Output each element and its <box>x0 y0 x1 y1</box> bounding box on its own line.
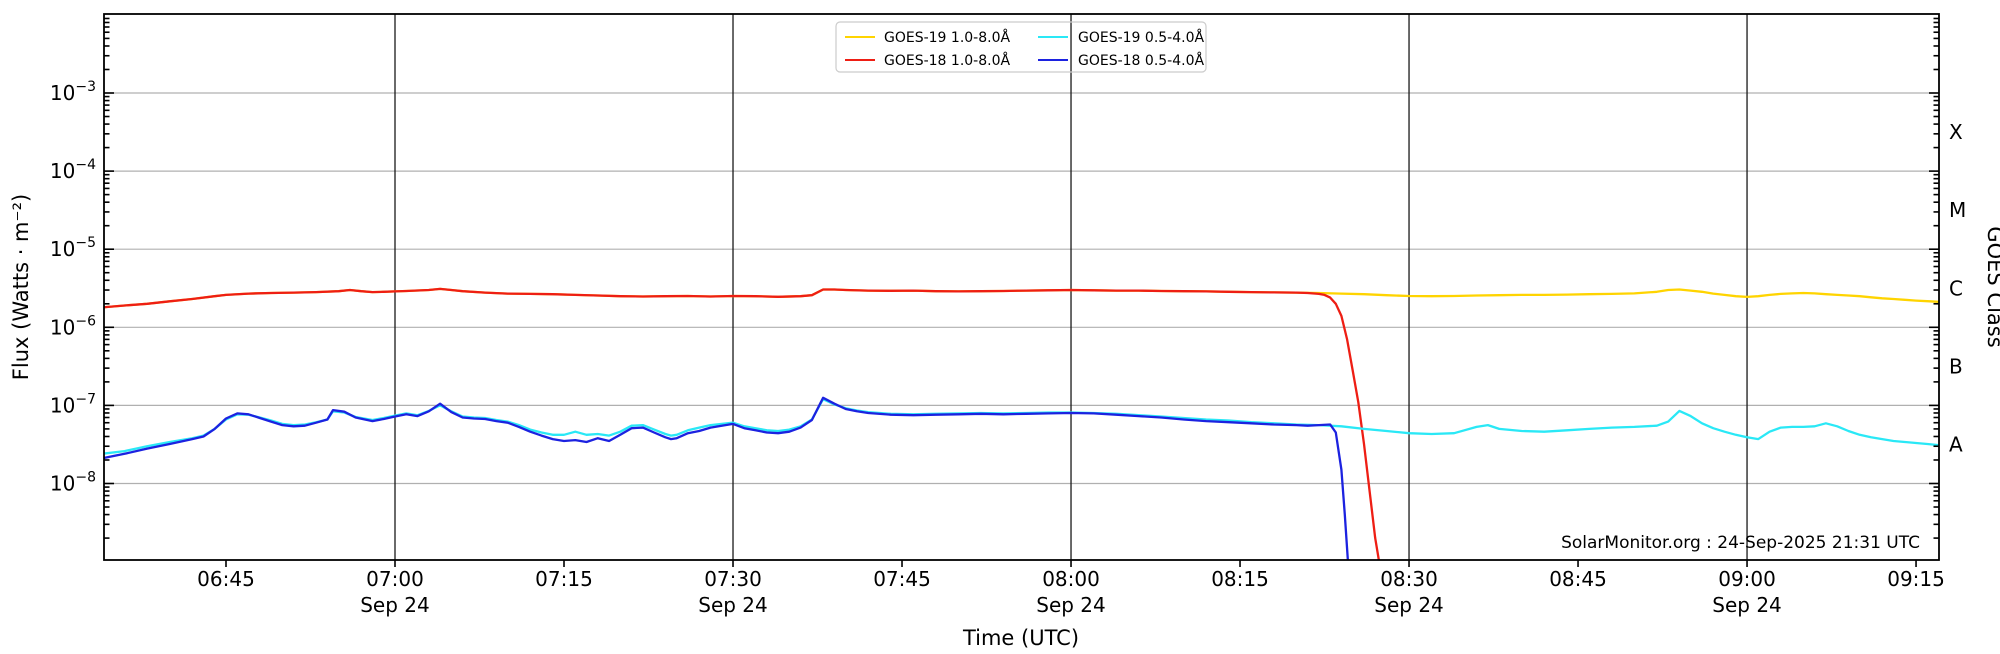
x-axis-title: Time (UTC) <box>962 626 1079 650</box>
legend: GOES-19 1.0-8.0Å GOES-18 1.0-8.0Å GOES-1… <box>835 21 1207 73</box>
y-tick-label: 10−5 <box>50 235 96 261</box>
legend-item-goes18-long: GOES-18 1.0-8.0Å <box>845 52 1010 69</box>
x-tick-label: 06:45 <box>197 567 255 591</box>
date-gridlines <box>394 14 1748 560</box>
x-tick-label: 08:00 <box>1042 567 1100 591</box>
plot-frame <box>103 13 1940 561</box>
goes-class-label: A <box>1949 432 1963 456</box>
goes-class-label: X <box>1949 120 1963 144</box>
legend-label-goes18-short: GOES-18 0.5-4.0Å <box>1078 52 1204 69</box>
x-tick-label: 07:00 <box>366 567 424 591</box>
y-tick-label: 10−8 <box>50 470 96 496</box>
series-line <box>104 396 1350 560</box>
legend-item-goes19-short: GOES-19 0.5-4.0Å <box>1038 29 1204 46</box>
y-tick-label: 10−7 <box>50 391 96 417</box>
goes-class-label: C <box>1949 276 1963 300</box>
x-tick-label: 08:15 <box>1211 567 1269 591</box>
series-line <box>104 287 1381 560</box>
x-date-label: Sep 24 <box>360 593 430 617</box>
x-date-label: Sep 24 <box>1374 593 1444 617</box>
y-tick-label: 10−6 <box>50 313 96 339</box>
legend-label-goes19-long: GOES-19 1.0-8.0Å <box>884 29 1010 46</box>
series-line <box>104 398 1939 455</box>
x-tick-label: 07:15 <box>535 567 593 591</box>
gridlines <box>104 92 1939 485</box>
flux-series-lines <box>104 287 1939 560</box>
watermark-text: SolarMonitor.org : 24-Sep-2025 21:31 UTC <box>1561 533 1920 553</box>
y-axis-title: Flux (Watts · m⁻²) <box>9 194 33 380</box>
goes-class-letters: X M C B A <box>1949 120 1966 456</box>
legend-box <box>835 21 1207 73</box>
legend-item-goes18-short: GOES-18 0.5-4.0Å <box>1038 52 1204 69</box>
legend-item-goes19-long: GOES-19 1.0-8.0Å <box>845 29 1010 46</box>
x-tick-label: 07:30 <box>704 567 762 591</box>
x-tick-label: 07:45 <box>873 567 931 591</box>
right-axis-title: GOES Class <box>1983 226 2000 347</box>
goes-class-label: M <box>1949 198 1966 222</box>
x-tick-label: 08:30 <box>1380 567 1438 591</box>
x-date-label: Sep 24 <box>1036 593 1106 617</box>
y-tick-labels: 10−3 10−4 10−5 10−6 10−7 10−8 <box>50 79 96 496</box>
y-tick-label: 10−4 <box>50 157 96 183</box>
legend-label-goes18-long: GOES-18 1.0-8.0Å <box>884 52 1010 69</box>
legend-label-goes19-short: GOES-19 0.5-4.0Å <box>1078 29 1204 46</box>
x-tick-label: 09:15 <box>1887 567 1945 591</box>
x-date-label: Sep 24 <box>698 593 768 617</box>
y-tick-label: 10−3 <box>50 79 96 105</box>
goes-class-label: B <box>1949 354 1963 378</box>
axis-ticks <box>104 17 1939 567</box>
x-date-label: Sep 24 <box>1712 593 1782 617</box>
x-tick-label: 09:00 <box>1718 567 1776 591</box>
x-tick-label: 08:45 <box>1549 567 1607 591</box>
